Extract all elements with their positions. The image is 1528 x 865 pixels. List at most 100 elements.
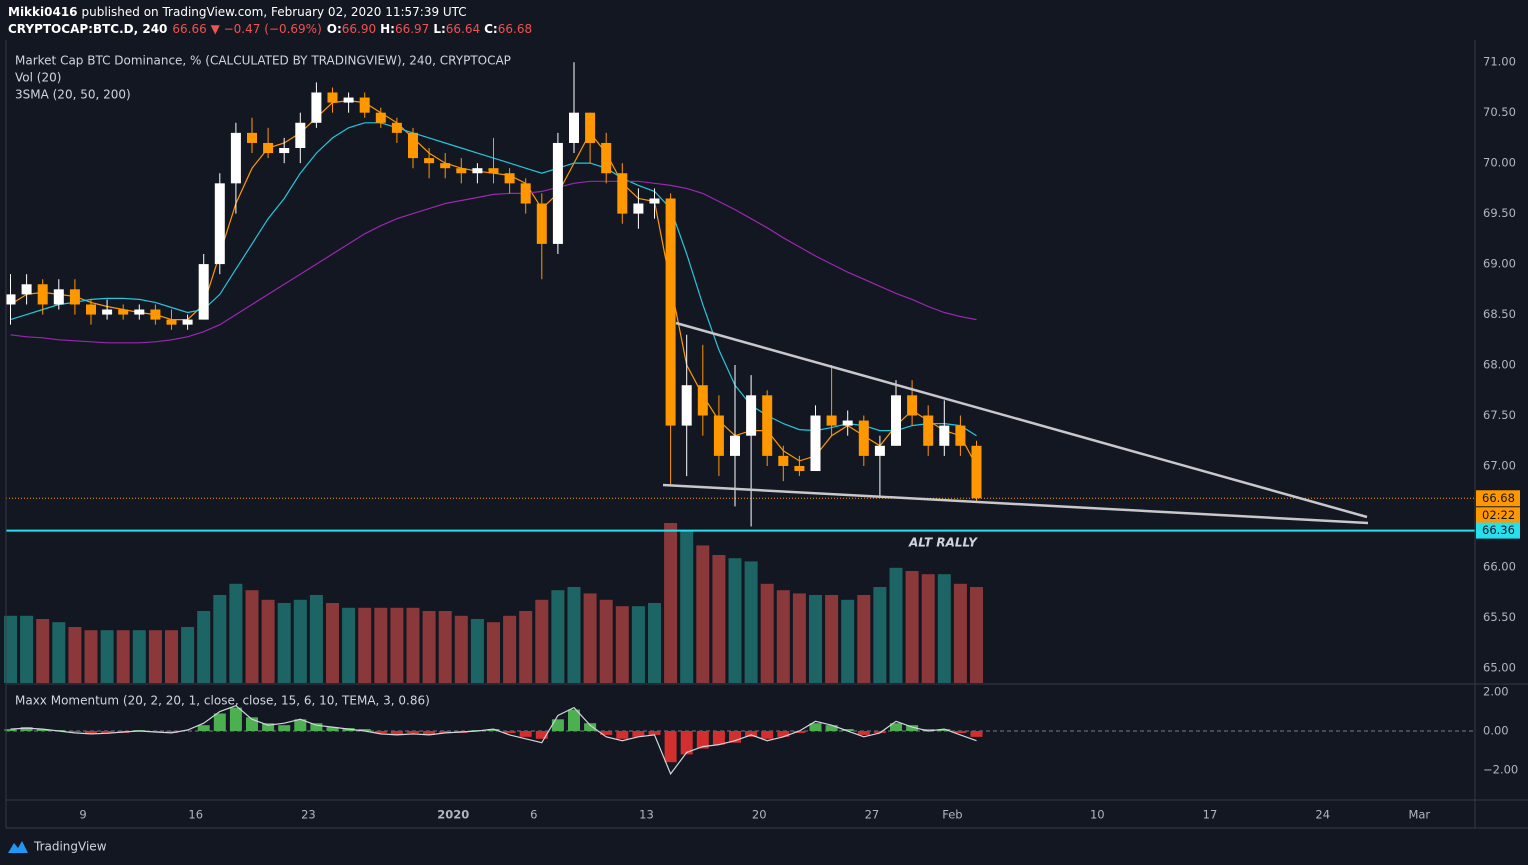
volume-bar (374, 607, 388, 683)
momentum-bar (213, 713, 226, 731)
candle-body (5, 294, 16, 305)
x-tick-label: 23 (301, 808, 316, 822)
momentum-bar (954, 731, 967, 733)
volume-bar (4, 615, 17, 683)
momentum-bar (390, 731, 403, 735)
candle-body (955, 425, 966, 446)
momentum-bar (68, 731, 81, 732)
momentum-bar (600, 731, 613, 735)
candle-body (198, 264, 209, 320)
momentum-bar (551, 719, 564, 731)
candle-body (166, 319, 177, 325)
brand: TradingView (33, 840, 107, 854)
candle-body (391, 122, 402, 133)
momentum-bar (938, 729, 951, 731)
momentum-bar (970, 731, 983, 737)
momentum-bar (278, 725, 291, 731)
x-tick-label: 13 (639, 808, 654, 822)
y-tick-label: 2.00 (1483, 685, 1509, 699)
level-label: 66.36 (1482, 523, 1515, 537)
candle-body (842, 420, 853, 426)
momentum-bar (825, 725, 838, 731)
candle-body (37, 284, 48, 305)
volume-bar (342, 607, 356, 683)
candle-body (633, 203, 644, 214)
volume-bar (664, 523, 678, 683)
volume-bar (277, 603, 291, 683)
volume-bar (293, 599, 307, 683)
candle-body (182, 319, 193, 325)
candle-body (681, 385, 692, 426)
volume-bar (825, 595, 839, 683)
momentum-bar (857, 731, 870, 735)
momentum-bar (165, 731, 178, 733)
momentum-bar (36, 729, 49, 731)
y-tick-label: 65.00 (1483, 660, 1516, 674)
volume-bar (358, 607, 372, 683)
candle-body (713, 415, 724, 456)
volume-bar (809, 595, 822, 683)
x-tick-label: 17 (1203, 808, 1218, 822)
volume-bar (116, 630, 130, 683)
last-price-label: 66.68 (1482, 491, 1515, 505)
candle-body (263, 142, 274, 154)
ohlc-label: L: (433, 22, 445, 36)
volume-bar (20, 615, 34, 683)
candle-body (230, 132, 241, 184)
momentum-bar (632, 731, 645, 737)
sma-legend: 3SMA (20, 50, 200) (15, 88, 131, 102)
ohlc-value: 66.64 (446, 22, 480, 36)
candle-body (311, 92, 322, 123)
candle-body (939, 425, 950, 446)
ohlc-value: 66.68 (498, 22, 532, 36)
y-tick-label: 69.50 (1483, 206, 1516, 220)
published: published on TradingView.com, February 0… (82, 5, 467, 19)
momentum-bar (568, 709, 580, 731)
symbol: CRYPTOCAP:BTC.D, 240 (8, 22, 167, 36)
volume-bar (712, 555, 726, 683)
volume-bar (873, 587, 887, 683)
volume-bar (309, 595, 323, 683)
candle-body (585, 112, 596, 143)
volume-bar (905, 571, 919, 683)
change: 66.66 ▼ −0.47 (−0.69%) (172, 22, 321, 36)
countdown: 02:22 (1482, 508, 1515, 522)
candle-body (569, 112, 579, 143)
volume-bar (148, 630, 162, 683)
momentum-bar (503, 731, 516, 733)
candle-body (343, 97, 354, 103)
momentum-bar (696, 731, 709, 749)
candle-body (118, 309, 129, 315)
ohlc-value: 66.90 (342, 22, 376, 36)
volume-bar (857, 595, 871, 683)
momentum-bar (777, 731, 790, 737)
volume-bar (744, 561, 758, 683)
volume-bar (841, 599, 855, 683)
candle-body (601, 142, 612, 174)
candle-body (730, 435, 740, 456)
publish-line: Mikki0416 published on TradingView.com, F… (8, 5, 467, 19)
volume-bar (406, 607, 420, 683)
x-tick-label: 10 (1090, 808, 1105, 822)
volume-bar (696, 545, 710, 683)
candle-body (858, 420, 869, 456)
plot (4, 62, 1475, 776)
momentum-bar (584, 723, 597, 731)
momentum-bar (680, 731, 693, 755)
momentum-bar (809, 723, 822, 731)
candle-body (214, 183, 225, 265)
candle-body (134, 309, 145, 315)
volume-bar (648, 603, 661, 683)
candle-body (874, 445, 885, 456)
momentum-bar (310, 723, 323, 731)
volume-bar (213, 595, 227, 683)
candle-body (520, 183, 531, 204)
volume-bar (760, 583, 774, 683)
x-tick-label: Mar (1408, 808, 1430, 822)
volume-bar (953, 583, 967, 683)
candle-body (536, 203, 547, 244)
volume-bar (36, 619, 50, 683)
trendline-upper (675, 321, 1368, 519)
annotation: ALT RALLY (908, 536, 978, 550)
